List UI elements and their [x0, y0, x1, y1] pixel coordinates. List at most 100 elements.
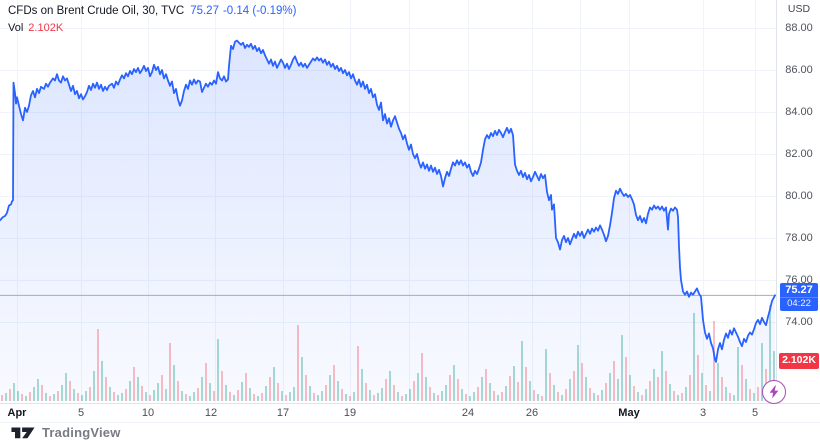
- volume-bar: [653, 369, 655, 401]
- volume-bar: [45, 393, 47, 401]
- volume-bar: [89, 387, 91, 401]
- volume-bar: [53, 394, 55, 401]
- volume-bar: [717, 363, 719, 401]
- volume-bar: [445, 385, 447, 401]
- volume-bar: [157, 383, 159, 401]
- volume-bar: [537, 394, 539, 401]
- y-tick-label: 82.00: [785, 148, 813, 160]
- volume-bar: [417, 373, 419, 401]
- y-tick-label: 74.00: [785, 316, 813, 328]
- volume-bar: [613, 361, 615, 401]
- volume-bar: [85, 391, 87, 401]
- volume-bar: [589, 388, 591, 401]
- volume-bar: [773, 351, 775, 401]
- volume-bar: [697, 355, 699, 401]
- volume-bar: [465, 394, 467, 401]
- volume-bar: [645, 389, 647, 401]
- volume-bar: [469, 396, 471, 401]
- y-tick-label: 86.00: [785, 64, 813, 76]
- volume-bar: [437, 395, 439, 401]
- volume-bar: [217, 339, 219, 401]
- volume-bar: [749, 389, 751, 401]
- volume-bar: [337, 381, 339, 401]
- volume-bar: [297, 325, 299, 401]
- volume-bar: [457, 379, 459, 401]
- volume-bar: [517, 382, 519, 401]
- volume-study-label[interactable]: Vol: [8, 22, 24, 34]
- volume-bar: [493, 391, 495, 401]
- volume-bar: [237, 390, 239, 401]
- volume-bar: [597, 395, 599, 401]
- currency-label: USD: [787, 3, 811, 15]
- time-axis[interactable]: Apr 5 10 12 17 19 24 26 May 3 5: [0, 403, 820, 423]
- volume-bar: [701, 373, 703, 401]
- volume-bar: [117, 395, 119, 401]
- volume-bar: [333, 365, 335, 401]
- tradingview-brand-text: TradingView: [42, 424, 121, 440]
- volume-bar: [213, 391, 215, 401]
- volume-bar: [585, 377, 587, 401]
- volume-bar: [481, 377, 483, 401]
- chart-legend: CFDs on Brent Crude Oil, 30, TVC 75.27 -0.…: [8, 4, 296, 35]
- volume-bar: [525, 367, 527, 401]
- volume-bar: [365, 383, 367, 401]
- last-price-badge-value: 75.27: [785, 284, 813, 297]
- volume-bar: [105, 377, 107, 401]
- volume-bar: [321, 391, 323, 401]
- price-line-series: [0, 39, 776, 363]
- symbol-title[interactable]: CFDs on Brent Crude Oil, 30, TVC: [8, 5, 185, 17]
- volume-bar: [429, 387, 431, 401]
- volume-bar: [673, 391, 675, 401]
- volume-bar: [357, 346, 359, 401]
- volume-bar: [369, 390, 371, 401]
- volume-bar: [77, 393, 79, 401]
- volume-bar: [521, 341, 523, 401]
- volume-bar: [185, 394, 187, 401]
- volume-bar: [669, 384, 671, 401]
- volume-bar: [305, 375, 307, 401]
- y-tick-label: 76.00: [785, 274, 813, 286]
- volume-bar: [693, 313, 695, 401]
- volume-bar: [33, 387, 35, 401]
- volume-bar: [769, 305, 771, 401]
- volume-bar: [165, 389, 167, 401]
- volume-bar: [177, 381, 179, 401]
- volume-bar: [381, 388, 383, 401]
- volume-bar: [249, 388, 251, 401]
- volume-bar: [13, 383, 15, 401]
- y-tick-label: 88.00: [785, 22, 813, 34]
- volume-bar: [21, 394, 23, 401]
- volume-bar: [441, 391, 443, 401]
- area-fill: [0, 40, 775, 401]
- price-axis[interactable]: USD 75.27 04:22 2.102K 88.00 86.00 84.00 82…: [776, 0, 820, 403]
- legend-change: -0.14 (-0.19%): [222, 5, 297, 17]
- price-chart-canvas[interactable]: [0, 0, 776, 403]
- tradingview-attribution[interactable]: TradingView: [10, 424, 121, 440]
- x-tick-label: 17: [276, 407, 290, 419]
- volume-bar: [153, 390, 155, 401]
- x-tick-label: 5: [751, 407, 759, 419]
- volume-bar: [721, 377, 723, 401]
- volume-bar: [541, 396, 543, 401]
- volume-bar: [313, 393, 315, 401]
- volume-bar: [81, 395, 83, 401]
- volume-bar: [473, 392, 475, 401]
- volume-bar: [753, 393, 755, 401]
- volume-bar: [173, 365, 175, 401]
- instant-refresh-button[interactable]: [762, 380, 786, 404]
- volume-bar: [397, 392, 399, 401]
- volume-bar: [241, 382, 243, 401]
- volume-bar: [497, 395, 499, 401]
- volume-bar: [389, 371, 391, 401]
- last-volume-badge: 2.102K: [779, 353, 819, 369]
- volume-bar: [641, 395, 643, 401]
- volume-bar: [477, 387, 479, 401]
- volume-bar: [301, 357, 303, 401]
- volume-bar: [65, 373, 67, 401]
- volume-bar: [453, 365, 455, 401]
- volume-bar: [225, 385, 227, 401]
- volume-bar: [573, 371, 575, 401]
- volume-bar: [273, 367, 275, 401]
- volume-bar: [229, 392, 231, 401]
- volume-bar: [505, 386, 507, 401]
